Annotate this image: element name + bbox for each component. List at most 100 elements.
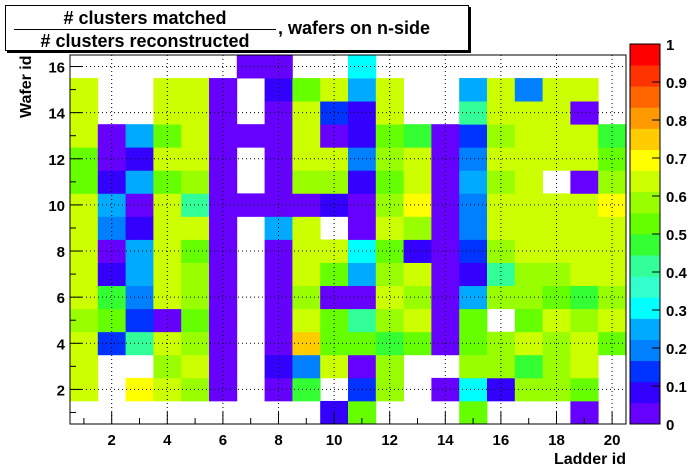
x-tick-label: 16 [493, 432, 510, 449]
title-suffix: , wafers on n-side [278, 18, 431, 38]
heatmap-cell [403, 239, 432, 263]
heatmap-cell [542, 216, 571, 240]
colorbar-segment [630, 381, 660, 404]
heatmap-cell [292, 308, 321, 333]
heatmap-cell [125, 331, 154, 356]
heatmap-cell [570, 78, 599, 102]
heatmap-cell [264, 262, 293, 287]
heatmap-cell [487, 170, 516, 194]
heatmap-cell [181, 170, 210, 194]
heatmap-cell [598, 285, 627, 310]
heatmap-cell [431, 262, 460, 287]
heatmap-cell [70, 239, 99, 263]
heatmap-cell [70, 285, 99, 310]
x-tick-label: 20 [604, 432, 621, 449]
heatmap-cell [487, 262, 516, 287]
heatmap-cell [209, 193, 238, 217]
heatmap-cell [375, 285, 404, 310]
heatmap-cell [125, 285, 154, 310]
heatmap-cell [375, 308, 404, 333]
colorbar-segment [630, 65, 660, 87]
heatmap-cell [570, 239, 599, 263]
heatmap-cell [487, 377, 516, 402]
heatmap-cell [598, 262, 627, 287]
heatmap-cell [153, 78, 182, 102]
heatmap-cell [570, 400, 599, 425]
heatmap-cell [209, 354, 238, 379]
heatmap-cell [153, 285, 182, 310]
heatmap-cell [125, 147, 154, 171]
heatmap-cell [181, 377, 210, 402]
heatmap-cell [125, 193, 154, 217]
heatmap-cell [70, 147, 99, 171]
heatmap-cell [181, 239, 210, 263]
heatmap-cell [459, 400, 488, 425]
heatmap-cell [292, 216, 321, 240]
heatmap-cell [153, 193, 182, 217]
heatmap-cell [431, 147, 460, 171]
heatmap-cell [542, 101, 571, 125]
heatmap-cell [181, 354, 210, 379]
title-box: # clusters matched # clusters reconstruc… [5, 5, 469, 51]
heatmap-cell [125, 308, 154, 333]
heatmap-cell [181, 308, 210, 333]
heatmap-cell [598, 308, 627, 333]
heatmap-cell [292, 78, 321, 102]
heatmap-cell [459, 216, 488, 240]
heatmap-cell [514, 308, 543, 333]
heatmap-cell [598, 170, 627, 194]
heatmap-cell [542, 193, 571, 217]
heatmap-cell [459, 262, 488, 287]
colorbar-segment [630, 212, 660, 235]
title-fraction: # clusters matched # clusters reconstruc… [14, 8, 276, 51]
heatmap-cell [487, 285, 516, 310]
heatmap-cell [542, 354, 571, 379]
heatmap-cell [209, 101, 238, 125]
heatmap-cell [209, 377, 238, 402]
x-tick-label: 2 [108, 432, 116, 449]
heatmap-cell [459, 147, 488, 171]
heatmap-cell [153, 262, 182, 287]
heatmap-cell [514, 170, 543, 194]
x-axis-label: Ladder id [553, 451, 626, 468]
heatmap-cell [153, 170, 182, 194]
heatmap-cell [542, 308, 571, 333]
heatmap-cell [97, 262, 126, 287]
colorbar-tick-label: 0.6 [666, 189, 687, 206]
heatmap-cell [70, 101, 99, 125]
heatmap-cell [598, 147, 627, 171]
colorbar-segment [630, 276, 660, 298]
heatmap-cell [403, 262, 432, 287]
heatmap-cell [375, 147, 404, 171]
heatmap-cell [570, 262, 599, 287]
heatmap-cell [320, 354, 349, 379]
fraction-bar [14, 29, 276, 30]
heatmap-cell [570, 377, 599, 402]
heatmap-cell [97, 285, 126, 310]
y-axis-label: Wafer id [18, 55, 35, 118]
x-tick-label: 4 [163, 432, 172, 449]
heatmap-cell [209, 262, 238, 287]
heatmap-cell [459, 78, 488, 102]
heatmap-cell [125, 239, 154, 263]
colorbar-segment [630, 44, 660, 66]
heatmap-cell [97, 193, 126, 217]
heatmap-cell [542, 285, 571, 310]
heatmap-cell [320, 262, 349, 287]
heatmap-cell [403, 285, 432, 310]
heatmap-cell [570, 216, 599, 240]
heatmap-cell [570, 101, 599, 125]
x-tick-label: 18 [548, 432, 565, 449]
colorbar-segment [630, 86, 660, 108]
heatmap-cell [348, 124, 377, 148]
heatmap-cell [348, 170, 377, 194]
plot-frame [69, 54, 627, 425]
colorbar-segment [630, 170, 660, 193]
heatmap-cell [181, 262, 210, 287]
heatmap-cell [181, 193, 210, 217]
heatmap-cell [375, 101, 404, 125]
heatmap-cell [97, 216, 126, 240]
y-tick-label: 10 [48, 198, 65, 215]
heatmap-cell [542, 377, 571, 402]
